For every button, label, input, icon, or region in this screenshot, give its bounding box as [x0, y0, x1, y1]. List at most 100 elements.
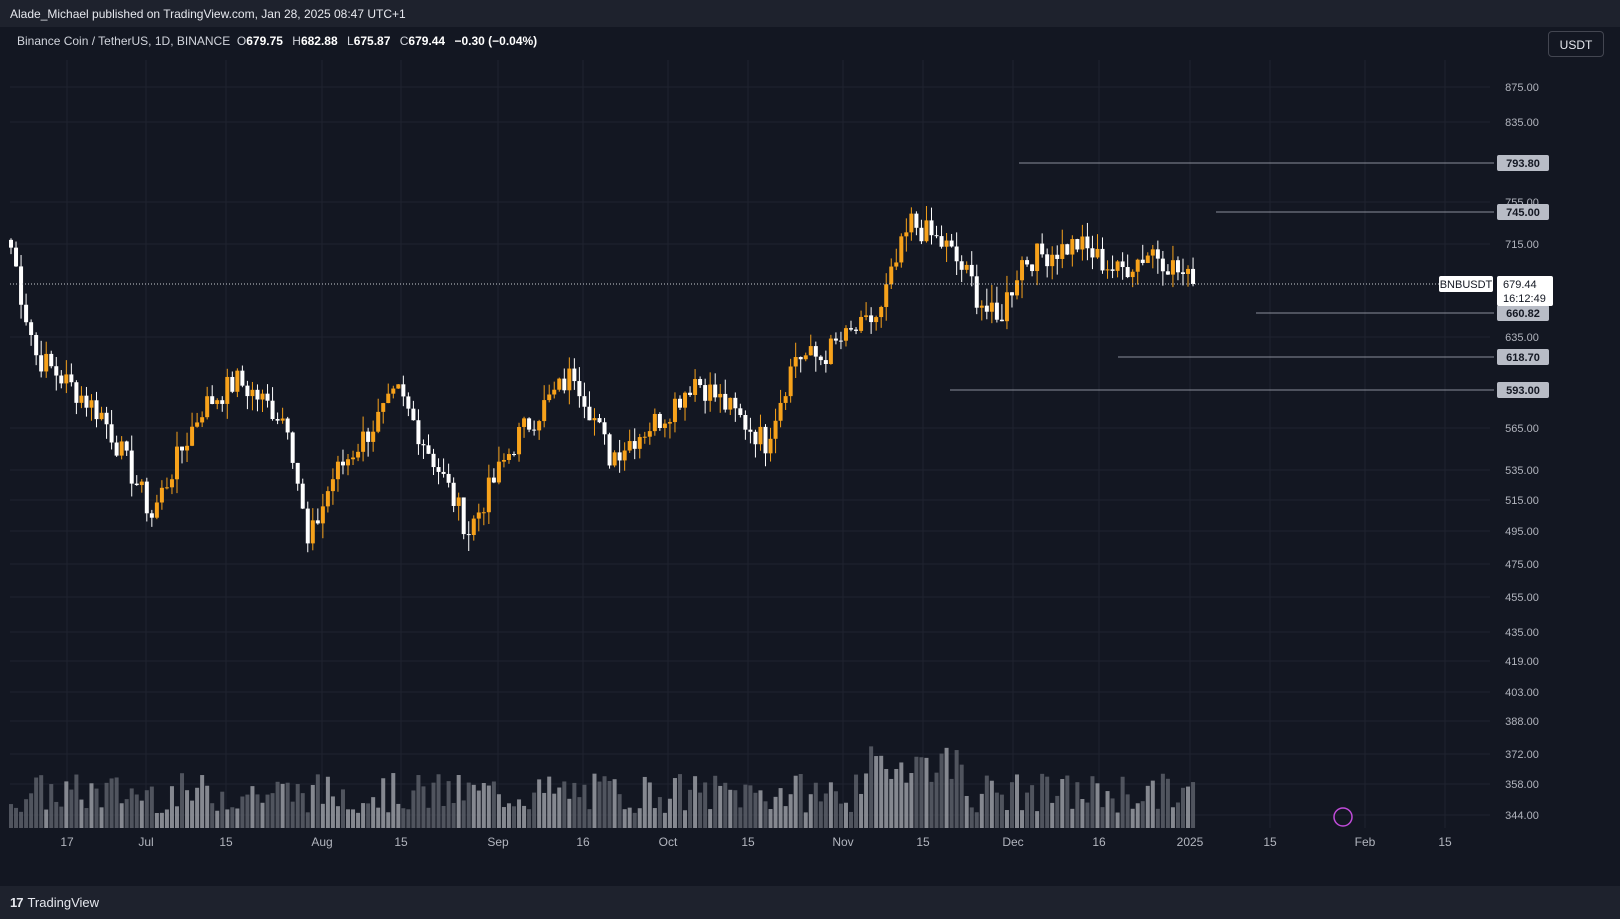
- volume-bar: [471, 784, 476, 828]
- candle-body: [19, 266, 24, 305]
- volume-bar: [351, 809, 356, 828]
- volume-bar: [44, 809, 49, 828]
- candle-body: [99, 412, 104, 420]
- price-tick-label: 358.00: [1505, 779, 1539, 791]
- candle-body: [79, 395, 84, 403]
- volume-bar: [24, 799, 29, 828]
- volume-bar: [803, 812, 808, 828]
- volume-bar: [1095, 783, 1100, 828]
- volume-bar: [919, 757, 924, 828]
- candle-body: [552, 389, 557, 395]
- volume-bar: [501, 807, 506, 828]
- volume-bar: [622, 809, 627, 828]
- volume-bar: [99, 807, 104, 828]
- volume-bar: [778, 788, 783, 828]
- volume-bar: [567, 798, 572, 828]
- volume-bar: [305, 812, 310, 828]
- candle-body: [849, 328, 854, 330]
- candle-body: [889, 266, 894, 285]
- volume-bar: [1115, 812, 1120, 828]
- candle-body: [627, 441, 632, 451]
- volume-bar: [89, 783, 94, 828]
- volume-bar: [361, 803, 366, 828]
- candle-body: [632, 441, 637, 449]
- volume-bar: [1145, 785, 1150, 828]
- volume-bar: [124, 799, 129, 828]
- candle-body: [315, 520, 320, 524]
- volume-bar: [416, 775, 421, 828]
- volume-bar: [335, 806, 340, 828]
- volume-bar: [240, 796, 245, 828]
- volume-bar: [904, 782, 909, 828]
- tradingview-logo-icon: 17: [10, 895, 24, 910]
- volume-bar: [994, 792, 999, 828]
- volume-bar: [340, 789, 345, 828]
- volume-bar: [667, 798, 672, 828]
- candle-body: [270, 400, 275, 420]
- volume-bar: [1020, 810, 1025, 828]
- volume-bar: [290, 801, 295, 828]
- candle-body: [974, 276, 979, 308]
- volume-bar: [451, 803, 456, 828]
- volume-bar: [743, 784, 748, 828]
- volume-bar: [1040, 773, 1045, 828]
- volume-bar: [854, 774, 859, 828]
- volume-bar: [532, 792, 537, 828]
- candle-body: [959, 261, 964, 270]
- candle-body: [602, 422, 607, 435]
- volume-bar: [959, 764, 964, 828]
- volume-bar: [733, 790, 738, 828]
- candle-body: [1175, 260, 1180, 273]
- volume-bar: [783, 806, 788, 828]
- volume-bar: [381, 778, 386, 828]
- chart-frame[interactable]: [0, 27, 1620, 886]
- candle-body: [562, 378, 567, 391]
- volume-bar: [139, 800, 144, 828]
- candle-body: [119, 441, 124, 456]
- price-tick-label: 372.00: [1505, 749, 1539, 761]
- candle-body: [134, 483, 139, 486]
- candle-body: [235, 370, 240, 392]
- candle-body: [637, 437, 642, 449]
- candle-body: [1085, 236, 1090, 249]
- volume-bar: [713, 775, 718, 828]
- volume-bar: [94, 788, 99, 828]
- candle-body: [698, 379, 703, 386]
- candle-body: [677, 398, 682, 408]
- volume-bar: [522, 805, 527, 828]
- volume-bar: [164, 809, 169, 828]
- currency-button[interactable]: USDT: [1548, 31, 1604, 57]
- high-label: H: [292, 34, 301, 48]
- volume-bar: [864, 773, 869, 828]
- candle-body: [401, 384, 406, 397]
- time-axis-label: 2025: [1177, 835, 1204, 849]
- volume-bar: [909, 773, 914, 828]
- volume-bar: [693, 776, 698, 828]
- volume-bar: [753, 792, 758, 828]
- time-axis-label: 15: [219, 835, 233, 849]
- volume-bar: [14, 807, 19, 828]
- candle-body: [894, 262, 899, 267]
- candle-body: [195, 422, 200, 427]
- volume-bar: [481, 782, 486, 828]
- volume-bar: [456, 775, 461, 828]
- volume-bar: [154, 812, 159, 828]
- volume-bar: [934, 772, 939, 828]
- volume-bar: [9, 804, 13, 828]
- volume-bar: [657, 797, 662, 828]
- volume-bar: [446, 781, 451, 828]
- candle-body: [24, 304, 29, 323]
- candle-body: [159, 487, 164, 503]
- candle-body: [300, 483, 305, 509]
- volume-bar: [537, 779, 542, 828]
- volume-bar: [476, 790, 481, 828]
- volume-bar: [315, 774, 320, 828]
- price-tick-label: 875.00: [1505, 82, 1539, 94]
- tradingview-brand[interactable]: 17 TradingView: [10, 895, 99, 910]
- candle-body: [391, 388, 396, 394]
- volume-bar: [245, 794, 250, 828]
- candle-body: [979, 305, 984, 308]
- candle-body: [84, 395, 89, 408]
- candle-body: [854, 329, 859, 331]
